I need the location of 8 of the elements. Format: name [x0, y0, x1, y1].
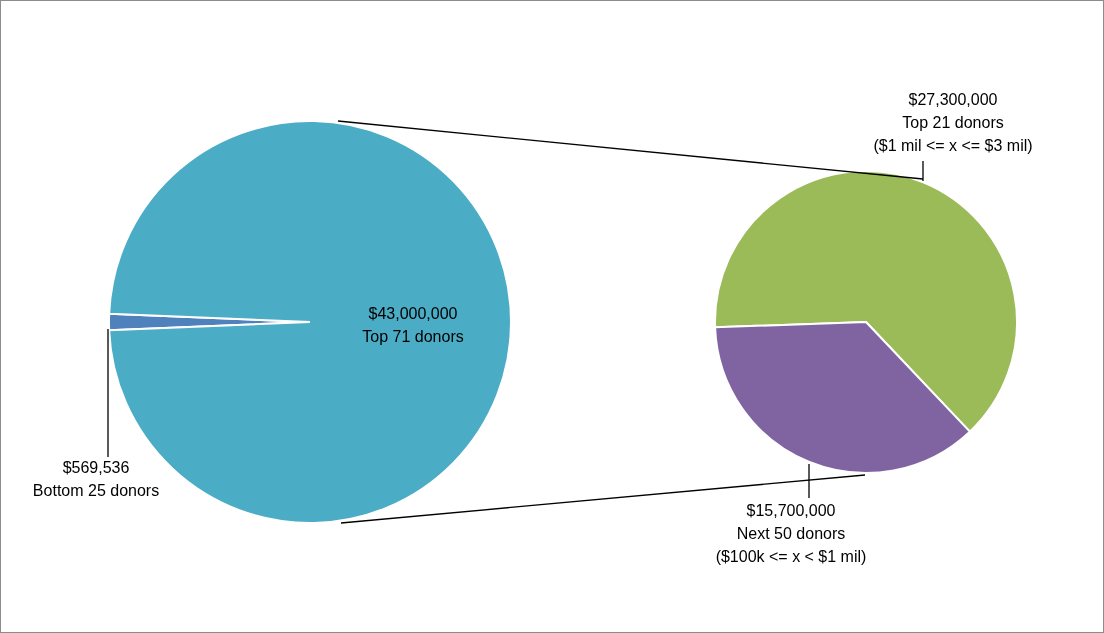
slice-label: Top 71 donors [362, 328, 464, 345]
data-label: $569,536 [62, 459, 130, 476]
slice-label: Bottom 25 donors [32, 482, 160, 499]
data-label: $27,300,000 [908, 91, 998, 108]
data-label: $15,700,000 [746, 502, 836, 519]
slice-label: Next 50 donors ($100k <= x < $1 mil) [715, 525, 867, 565]
slice-label: Top 21 donors ($1 mil <= x <= $3 mil) [873, 114, 1033, 154]
data-label: $43,000,000 [368, 305, 458, 322]
